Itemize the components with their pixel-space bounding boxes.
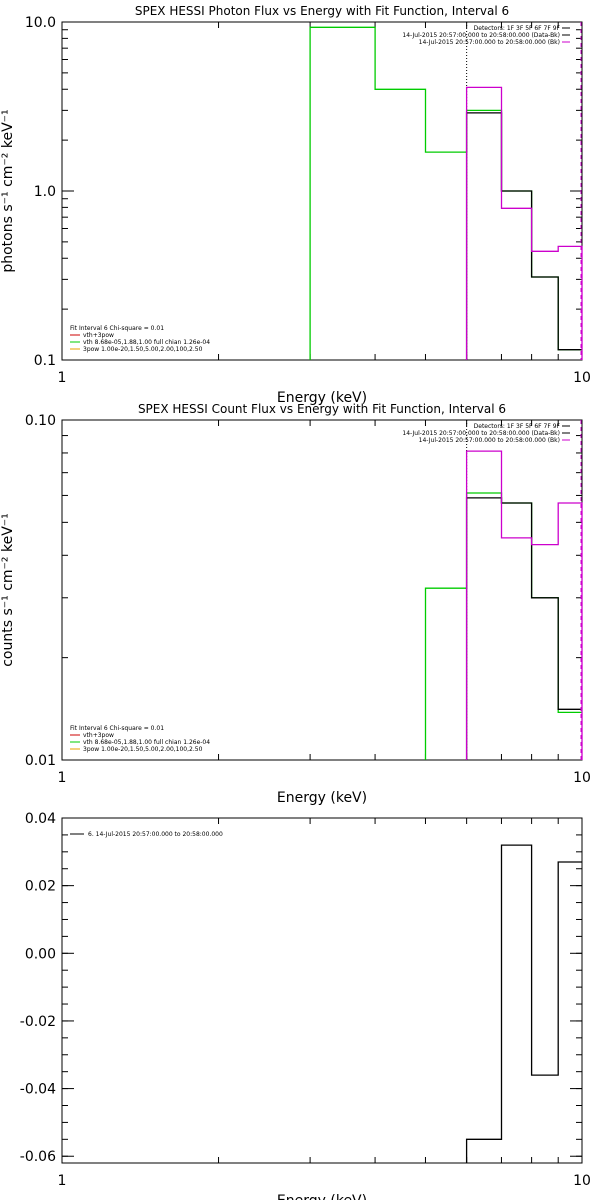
legend-top-entry: Detectors: 1F 3F 5F 6F 7F 9F	[474, 25, 561, 32]
y-tick-label: 0.02	[25, 879, 56, 895]
y-axis-label: counts s⁻¹ cm⁻² keV⁻¹	[0, 513, 16, 667]
y-tick-label: 0.01	[25, 753, 56, 769]
plot-frame	[61, 817, 583, 1164]
legend-bottom-entry: Fit Interval 6 Chi-square = 0.01	[70, 325, 164, 332]
y-tick-label: 0.10	[25, 413, 56, 429]
series-step-line-black	[465, 497, 582, 760]
legend-bottom-entry: Fit Interval 6 Chi-square = 0.01	[70, 725, 164, 732]
series-step-line-magenta	[465, 86, 583, 360]
y-tick-label: 0.04	[25, 811, 56, 827]
legend-top-entry: 14-Jul-2015 20:57:00.000 to 20:58:00.000…	[419, 437, 560, 444]
y-tick-label: -0.04	[20, 1082, 56, 1098]
legend-bottom-entry: vth+3pow	[83, 732, 114, 739]
y-tick-label: 1.0	[34, 184, 56, 200]
legend-top-entry: 14-Jul-2015 20:57:00.000 to 20:58:00.000…	[402, 430, 560, 437]
x-axis-label: Energy (keV)	[277, 790, 367, 806]
legend-top-entry: Detectors: 1F 3F 5F 6F 7F 9F	[474, 423, 561, 430]
legend-top-entry: 14-Jul-2015 20:57:00.000 to 20:58:00.000…	[419, 39, 560, 46]
legend-top-entry: 14-Jul-2015 20:57:00.000 to 20:58:00.000…	[402, 32, 560, 39]
x-axis-label: Energy (keV)	[277, 1193, 367, 1200]
y-tick-label: 0.00	[25, 946, 56, 962]
series-step-line-magenta	[465, 450, 583, 760]
legend-bottom-entry: vth 8.68e-05,1.88,1.00 full chian 1.26e-…	[83, 339, 210, 346]
x-tick-label: 1	[58, 770, 67, 786]
legend-top-entry: 6. 14-Jul-2015 20:57:00.000 to 20:58:00.…	[88, 831, 223, 838]
chart-title: SPEX HESSI Count Flux vs Energy with Fit…	[138, 402, 506, 416]
y-tick-label: -0.06	[20, 1149, 56, 1165]
x-axis-label: Energy (keV)	[277, 390, 367, 406]
x-tick-label: 10	[573, 1173, 591, 1189]
chart-title: SPEX HESSI Photon Flux vs Energy with Fi…	[135, 4, 509, 18]
x-tick-label: 1	[58, 1173, 67, 1189]
series-step-line-green	[309, 26, 582, 360]
plot-frame	[61, 419, 583, 761]
series-step-line-black	[465, 844, 582, 1163]
x-tick-label: 1	[58, 370, 67, 386]
legend-bottom-entry: vth+3pow	[83, 332, 114, 339]
chart-panel-3: 1 10 0.04 0.02 0.00 -0.02 -0.04 -0.06 Energy (ke…	[20, 811, 591, 1204]
y-tick-label: 0.1	[34, 353, 56, 369]
chart-panel-1: SPEX HESSI Photon Flux vs Energy with Fi…	[0, 4, 591, 406]
legend-bottom-entry: 3pow 1.00e-20,1.50,5.00,2.00,100,2.50	[83, 346, 203, 353]
y-tick-label: -0.02	[20, 1014, 56, 1030]
chart-panel-2: SPEX HESSI Count Flux vs Energy with Fit…	[0, 402, 591, 806]
legend-bottom-entry: vth 8.68e-05,1.88,1.00 full chian 1.26e-…	[83, 739, 210, 746]
x-tick-label: 10	[573, 770, 591, 786]
y-axis-label: photons s⁻¹ cm⁻² keV⁻¹	[0, 109, 16, 272]
y-tick-label: 10.0	[25, 15, 56, 31]
series-step-line-black	[465, 112, 582, 360]
legend-bottom-entry: 3pow 1.00e-20,1.50,5.00,2.00,100,2.50	[83, 746, 203, 753]
x-tick-label: 10	[573, 370, 591, 386]
